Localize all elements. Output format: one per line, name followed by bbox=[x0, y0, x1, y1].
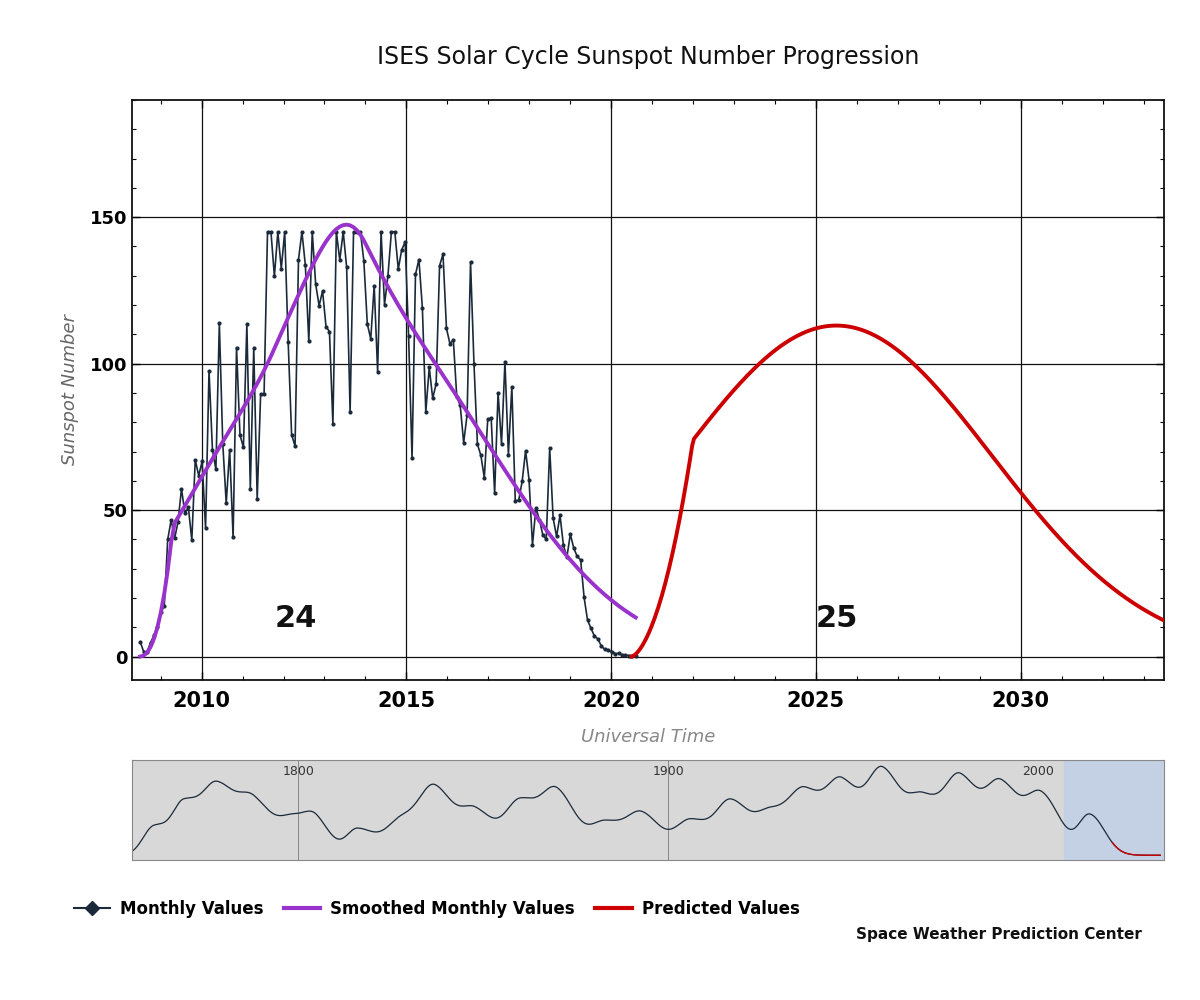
Monthly Values bbox=[133, 636, 148, 648]
Monthly Values bbox=[511, 494, 526, 506]
Smoothed Monthly Values bbox=[422, 348, 437, 360]
Line: Monthly Values: Monthly Values bbox=[139, 230, 637, 657]
Text: 2000: 2000 bbox=[1022, 765, 1054, 778]
Predicted Values bbox=[952, 408, 966, 420]
Predicted Values bbox=[624, 651, 638, 663]
Monthly Values bbox=[526, 539, 540, 551]
Legend: Monthly Values, Smoothed Monthly Values, Predicted Values: Monthly Values, Smoothed Monthly Values,… bbox=[67, 893, 806, 925]
Predicted Values bbox=[1157, 614, 1171, 626]
Monthly Values bbox=[629, 650, 643, 662]
Y-axis label: Sunspot Number: Sunspot Number bbox=[60, 315, 78, 465]
Text: Space Weather Prediction Center: Space Weather Prediction Center bbox=[856, 928, 1141, 942]
Predicted Values bbox=[1075, 555, 1090, 567]
Monthly Values bbox=[422, 361, 437, 373]
Smoothed Monthly Values bbox=[629, 611, 643, 623]
Monthly Values bbox=[598, 643, 612, 655]
Monthly Values bbox=[137, 646, 151, 658]
X-axis label: Universal Time: Universal Time bbox=[581, 728, 715, 746]
Text: 25: 25 bbox=[815, 604, 858, 633]
Smoothed Monthly Values bbox=[133, 651, 148, 663]
Text: ISES Solar Cycle Sunspot Number Progression: ISES Solar Cycle Sunspot Number Progress… bbox=[377, 45, 919, 69]
Smoothed Monthly Values bbox=[526, 505, 540, 517]
Predicted Values bbox=[1109, 585, 1123, 597]
Monthly Values bbox=[260, 226, 275, 238]
Line: Smoothed Monthly Values: Smoothed Monthly Values bbox=[140, 225, 636, 657]
Smoothed Monthly Values bbox=[511, 485, 526, 497]
Bar bbox=[1064, 760, 1164, 860]
Predicted Values bbox=[941, 395, 955, 407]
Smoothed Monthly Values bbox=[137, 650, 151, 662]
Text: 24: 24 bbox=[275, 604, 317, 633]
Predicted Values bbox=[626, 650, 641, 662]
Predicted Values bbox=[943, 397, 958, 409]
Line: Predicted Values: Predicted Values bbox=[631, 326, 1164, 657]
Monthly Values bbox=[157, 600, 172, 612]
Smoothed Monthly Values bbox=[598, 589, 612, 601]
Predicted Values bbox=[829, 320, 844, 332]
Smoothed Monthly Values bbox=[157, 588, 172, 600]
Text: 1900: 1900 bbox=[653, 765, 684, 778]
Smoothed Monthly Values bbox=[340, 219, 354, 231]
Text: 1800: 1800 bbox=[282, 765, 314, 778]
